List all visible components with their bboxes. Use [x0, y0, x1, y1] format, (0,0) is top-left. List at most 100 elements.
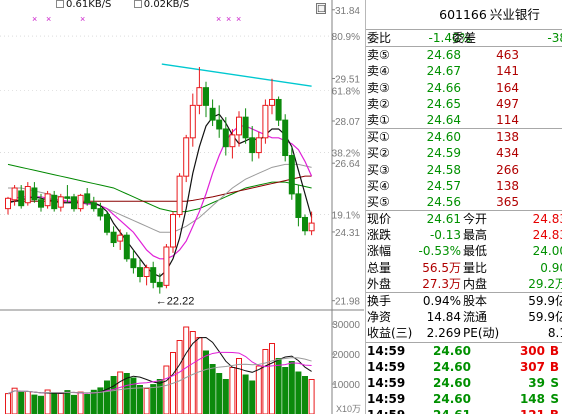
fundamental-label: 净资 — [367, 310, 392, 325]
stat-label-2: 今开 — [463, 212, 488, 227]
bid-row[interactable]: 买② 24.59 434 — [366, 145, 562, 161]
low-price-label: ←22.22 — [156, 296, 195, 308]
volume-bar-down — [64, 390, 71, 414]
bid-label: 买④ — [367, 178, 390, 193]
candle-down — [110, 231, 117, 244]
bid-row[interactable]: 买⑤ 24.56 365 — [366, 194, 562, 210]
stock-title: 601166 兴业银行 — [366, 0, 562, 29]
volume-bar-down — [156, 379, 163, 414]
candle-down — [18, 190, 25, 207]
volume-bar-down — [302, 376, 308, 414]
bid-row[interactable]: 买① 24.60 138 — [366, 129, 562, 145]
tick-time: 14:59 — [367, 343, 406, 358]
trend-line — [161, 63, 312, 87]
tick-side: S — [550, 375, 559, 390]
candle-up — [117, 234, 124, 242]
bid-volume: 266 — [496, 162, 519, 177]
ask-volume: 114 — [496, 112, 519, 127]
tick-side: B — [550, 407, 559, 414]
candle-down — [295, 193, 302, 218]
ask-price: 24.65 — [426, 96, 461, 111]
bid-label: 买② — [367, 146, 390, 161]
stat-label-2: 最高 — [463, 228, 488, 243]
candle-down — [31, 187, 38, 201]
volume-bar-up — [5, 393, 11, 414]
ask-row[interactable]: 卖② 24.65 497 — [366, 96, 562, 112]
tick-row[interactable]: 14:59 24.60 300 B — [366, 343, 562, 359]
tick-volume: 307 — [519, 359, 545, 374]
volume-bar-down — [104, 380, 110, 414]
upload-speed: 0.61KB/S — [66, 0, 112, 8]
event-marker: × — [226, 14, 231, 24]
tick-row[interactable]: 14:59 24.60 148 S — [366, 391, 562, 407]
tick-row[interactable]: 14:59 24.60 307 B — [366, 359, 562, 375]
tick-row[interactable]: 14:59 24.61 121 B — [366, 407, 562, 414]
volume-bar-up — [24, 391, 31, 414]
tick-price: 24.60 — [433, 375, 471, 390]
tick-row[interactable]: 14:59 24.60 39 S — [366, 375, 562, 391]
fundamental-value: 0.94% — [422, 294, 461, 308]
candle-up — [57, 196, 64, 208]
ask-row[interactable]: 卖③ 24.66 164 — [366, 80, 562, 96]
ask-volume: 463 — [496, 48, 519, 63]
candle-down — [84, 193, 91, 204]
fib-label: 80.9% — [332, 32, 360, 43]
candle-down — [216, 119, 223, 130]
kline-chart[interactable]: 0.61KB/S 0.02KB/S □ 31.84 29.51 28.07 26.64… — [0, 0, 364, 414]
ma30-line — [7, 163, 312, 213]
bid-row[interactable]: 买④ 24.57 138 — [366, 178, 562, 194]
event-marker: × — [32, 14, 37, 24]
download-speed: 0.02KB/S — [143, 0, 190, 8]
bid-row[interactable]: 买③ 24.58 266 — [366, 162, 562, 178]
ask-row[interactable]: 卖④ 24.67 141 — [366, 63, 562, 79]
volume-bar-up — [229, 367, 236, 414]
bid-label: 买③ — [367, 162, 390, 177]
price-tick-label: 26.64 — [335, 159, 360, 170]
fundamental-label: 换手 — [367, 294, 392, 308]
net-speed-indicator: 0.61KB/S 0.02KB/S — [56, 0, 189, 8]
volume-bar-up — [196, 337, 203, 414]
volume-tick-label: 20000 — [332, 350, 360, 361]
fundamental-label-2: 流通 — [463, 310, 488, 325]
tick-volume: 148 — [519, 392, 545, 407]
fib-label: 38.2% — [332, 149, 360, 160]
candle-up — [11, 187, 18, 201]
candle-up — [189, 104, 196, 139]
volume-bar-down — [150, 384, 157, 414]
restore-window-button[interactable]: □ — [316, 3, 326, 14]
tick-list[interactable]: 14:59 24.60 300 B 14:59 24.60 307 B 14:59 24.60 39… — [366, 343, 562, 414]
volume-bar-up — [176, 340, 183, 414]
candle-up — [236, 116, 242, 136]
ask-label: 卖① — [367, 112, 390, 127]
volume-bar-down — [71, 394, 77, 414]
candle-up — [308, 222, 315, 232]
stat-value-2: 29.2万 — [528, 276, 562, 291]
stat-value-2: 24.83 — [532, 212, 562, 227]
candle-up — [183, 137, 190, 177]
volume-ma20-line — [7, 357, 312, 395]
candle-down — [288, 155, 295, 195]
candle-up — [229, 134, 236, 148]
candle-up — [77, 194, 84, 210]
tick-side: B — [549, 359, 559, 374]
weibi-label: 委比 — [367, 31, 392, 45]
volume-bar-up — [77, 391, 84, 414]
fundamental-row: 换手 0.94%股本 59.9亿 — [366, 293, 562, 309]
price-tick-label: 24.31 — [335, 228, 360, 239]
volume-bar-down — [216, 373, 223, 414]
volume-bar-down — [295, 371, 302, 414]
candle-down — [222, 128, 229, 148]
stat-value: 24.61 — [426, 212, 461, 227]
ask-row[interactable]: 卖① 24.64 114 — [366, 112, 562, 128]
stat-value-2: 0.90 — [540, 260, 562, 275]
weicha-label: 委差 — [452, 31, 477, 45]
ask-row[interactable]: 卖⑤ 24.68 463 — [366, 47, 562, 63]
ask-volume: 497 — [496, 96, 519, 111]
volume-bar-up — [189, 331, 196, 414]
tick-price: 24.60 — [433, 359, 471, 374]
chart-canvas[interactable]: 31.84 29.51 28.07 26.64 24.31 21.98 80.9% 61.8%… — [0, 0, 364, 414]
